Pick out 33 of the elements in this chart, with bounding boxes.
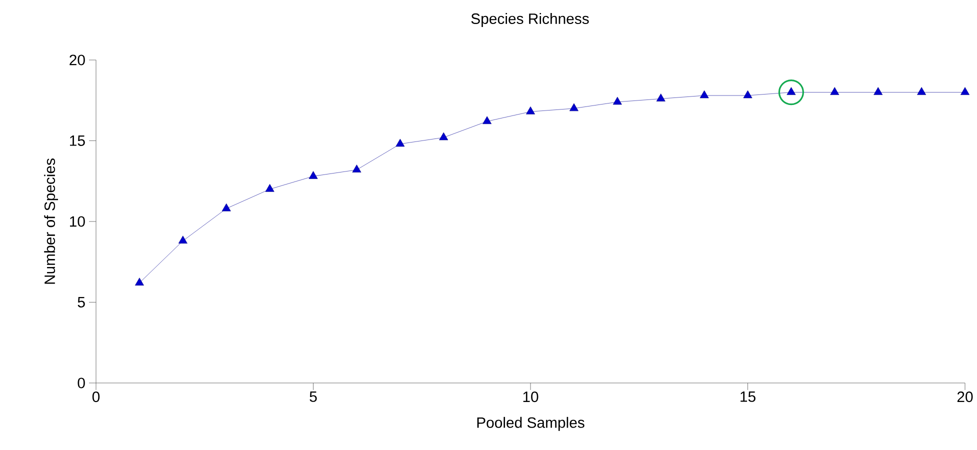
x-tick-label: 0 bbox=[92, 392, 100, 402]
point bbox=[917, 87, 926, 95]
point bbox=[569, 103, 578, 112]
x-tick-label: 5 bbox=[310, 392, 317, 402]
point bbox=[396, 138, 405, 147]
y-tick-label: 10 bbox=[70, 216, 85, 227]
point bbox=[222, 203, 231, 212]
y-tick-label: 20 bbox=[70, 54, 85, 66]
y-tick-label: 15 bbox=[70, 136, 85, 146]
point bbox=[308, 171, 318, 179]
point bbox=[743, 90, 752, 98]
y-axis-title: Number of Species bbox=[44, 158, 58, 284]
point bbox=[700, 90, 709, 98]
point bbox=[960, 87, 970, 95]
point bbox=[830, 87, 840, 95]
point bbox=[874, 87, 883, 95]
y-tick-label: 0 bbox=[78, 378, 85, 388]
x-axis-title: Pooled Samples bbox=[477, 416, 584, 431]
point bbox=[778, 79, 804, 106]
point bbox=[265, 184, 274, 192]
x-tick-label: 10 bbox=[523, 392, 538, 402]
x-tick-label: 15 bbox=[740, 392, 756, 402]
point bbox=[178, 236, 188, 244]
point bbox=[526, 106, 535, 114]
point bbox=[134, 278, 144, 286]
point bbox=[439, 132, 448, 140]
point bbox=[482, 116, 492, 124]
point bbox=[612, 96, 622, 105]
point bbox=[656, 94, 666, 102]
point bbox=[352, 164, 362, 172]
y-tick-label: 5 bbox=[78, 297, 85, 308]
x-tick-label: 20 bbox=[957, 392, 973, 402]
chart-title: Species Richness bbox=[471, 13, 589, 27]
